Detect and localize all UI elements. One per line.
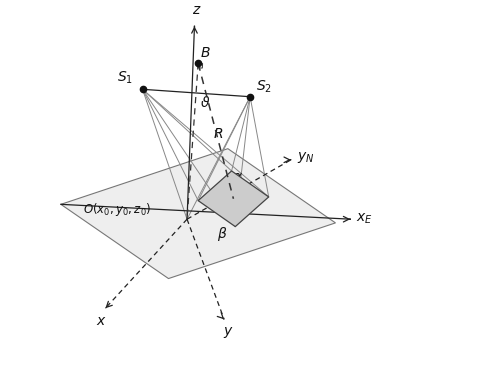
Text: $R$: $R$ bbox=[213, 127, 223, 141]
Text: $y$: $y$ bbox=[222, 325, 233, 340]
Text: $O(x_0,y_0,z_0)$: $O(x_0,y_0,z_0)$ bbox=[83, 201, 152, 219]
Polygon shape bbox=[198, 171, 269, 227]
Text: $z$: $z$ bbox=[192, 3, 201, 17]
Text: $S_2$: $S_2$ bbox=[256, 78, 272, 95]
Text: $\beta$: $\beta$ bbox=[217, 225, 228, 243]
Text: $y_N$: $y_N$ bbox=[296, 151, 314, 165]
Polygon shape bbox=[61, 149, 336, 278]
Text: $\alpha$: $\alpha$ bbox=[231, 170, 242, 184]
Text: $x$: $x$ bbox=[97, 314, 107, 328]
Text: $x_E$: $x_E$ bbox=[356, 212, 373, 227]
Text: $B$: $B$ bbox=[200, 45, 211, 60]
Text: $\vartheta$: $\vartheta$ bbox=[200, 95, 210, 110]
Text: $S_1$: $S_1$ bbox=[117, 70, 133, 86]
